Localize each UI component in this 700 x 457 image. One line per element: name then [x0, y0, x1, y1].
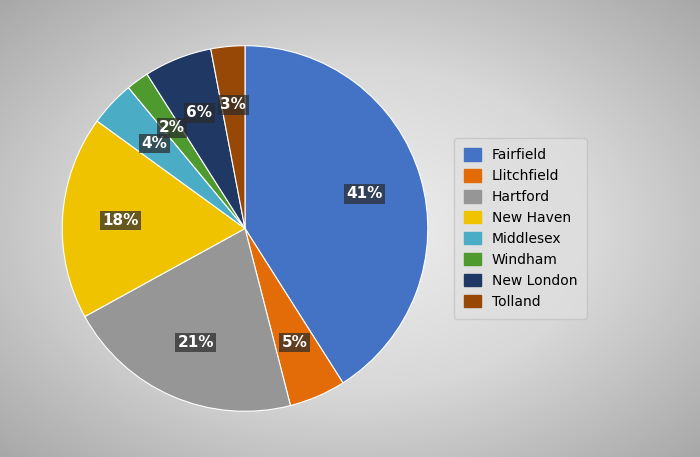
Text: 6%: 6% [186, 106, 212, 121]
Legend: Fairfield, Llitchfield, Hartford, New Haven, Middlesex, Windham, New London, Tol: Fairfield, Llitchfield, Hartford, New Ha… [454, 138, 587, 319]
Wedge shape [211, 46, 245, 228]
Wedge shape [147, 49, 245, 228]
Wedge shape [62, 121, 245, 317]
Text: 3%: 3% [220, 97, 246, 112]
Text: 4%: 4% [141, 136, 167, 151]
Wedge shape [97, 88, 245, 228]
Wedge shape [129, 74, 245, 228]
Text: 2%: 2% [159, 121, 185, 135]
Text: 41%: 41% [346, 186, 383, 202]
Text: 5%: 5% [281, 335, 307, 350]
Wedge shape [245, 46, 428, 383]
Wedge shape [245, 228, 343, 405]
Wedge shape [85, 228, 290, 411]
Text: 21%: 21% [177, 335, 214, 350]
Text: 18%: 18% [103, 213, 139, 228]
